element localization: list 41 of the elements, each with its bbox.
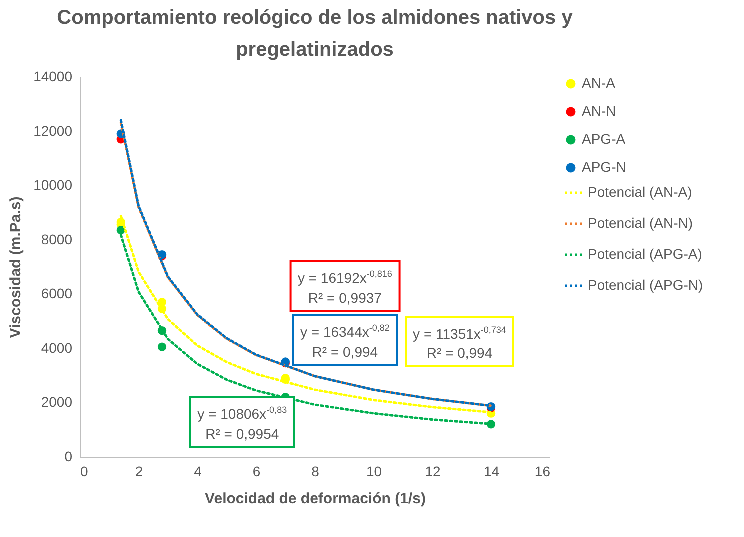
legend-label: APG-N	[582, 159, 626, 175]
annotation: R² = 0,994	[311, 343, 380, 362]
point	[158, 342, 167, 352]
equation-box: y = 16192x$^{-0,816}$ R² = 0,9937	[290, 260, 400, 312]
legend-label: Potencial (APG-N)	[588, 277, 704, 293]
legend-label: AN-A	[582, 75, 616, 91]
y-tick-label: 12000	[34, 122, 73, 139]
x-tick-label: 16	[534, 464, 551, 480]
x-axis-title: Velocidad de deformación (1/s)	[205, 490, 426, 508]
y-tick-label: 14000	[34, 68, 73, 84]
equation-box: y = 10806x$^{-0,83}$ R² = 0,9954	[190, 396, 296, 448]
y-tick-label: 8000	[41, 231, 73, 248]
y-tick-label: 6000	[41, 286, 73, 302]
x-tick-label: 10	[366, 464, 382, 480]
x-tick-label: 8	[312, 464, 320, 480]
y-tick-label: 2000	[41, 394, 73, 410]
annotation: y = 10806x$^{-0,83}$	[198, 404, 288, 424]
x-tick-label: 0	[80, 464, 88, 480]
annotation: y = 16344x$^{-0,82}$	[300, 322, 390, 342]
legend-label: AN-N	[582, 103, 616, 119]
y-tick-label: 0	[64, 448, 73, 464]
legend-label: Potencial (APG-A)	[588, 246, 702, 262]
y-tick-label: 10000	[34, 177, 73, 194]
annotation: R² = 0,9954	[204, 424, 280, 444]
y-tick-label: 4000	[41, 340, 73, 356]
x-tick-label: 4	[194, 464, 202, 480]
x-tick-label: 14	[484, 464, 500, 480]
equation-box: y = 16344x$^{-0,82}$ R² = 0,994	[292, 314, 398, 366]
equation-box: y = 11351x$^{-0,734}$ R² = 0,994	[405, 316, 514, 368]
annotation: R² = 0,994	[426, 344, 494, 364]
chart-title: Comportamiento reológico de los almidones nativos y pregelatinizados	[57, 7, 574, 61]
annotation: y = 11351x$^{-0,734}$	[413, 324, 506, 344]
annotation: R² = 0,9937	[307, 288, 383, 308]
x-tick-label: 12	[425, 464, 441, 480]
legend-label: APG-A	[582, 131, 626, 147]
x-tick-label: 6	[252, 464, 261, 480]
annotation: y = 16192x$^{-0,816}$	[298, 268, 392, 288]
legend-label: Potencial (AN-N)	[588, 215, 694, 231]
x-tick-label: 2	[135, 464, 144, 480]
y-axis-title: Viscosidad (m.Pa.s)	[8, 196, 25, 338]
legend-label: Potencial (AN-A)	[588, 184, 692, 200]
